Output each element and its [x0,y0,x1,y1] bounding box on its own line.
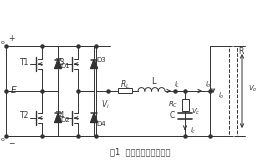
Bar [229,46,237,136]
Text: D1: D1 [60,63,70,69]
Text: +: + [8,34,15,43]
Text: R: R [238,47,244,55]
Text: o: o [0,40,4,44]
Polygon shape [91,60,97,69]
Text: $V_c$: $V_c$ [191,107,200,117]
Text: 图1  逆变器的主电路结构: 图1 逆变器的主电路结构 [110,147,170,156]
Polygon shape [91,113,97,123]
Text: C: C [170,112,175,121]
Text: −: − [8,139,15,148]
Text: T2: T2 [20,112,30,121]
Text: $V_i$: $V_i$ [101,99,109,112]
Text: E: E [11,86,17,95]
Text: T3: T3 [56,58,66,67]
Text: $i_L$: $i_L$ [174,80,180,90]
Text: $V_o$: $V_o$ [248,84,258,94]
Text: $R_C$: $R_C$ [168,100,178,110]
Text: $R_L$: $R_L$ [120,79,130,91]
Text: T1: T1 [20,58,30,67]
Text: $i_c$: $i_c$ [190,126,197,136]
Bar [118,89,132,93]
Polygon shape [55,113,61,123]
Polygon shape [55,60,61,69]
Text: o: o [0,137,4,143]
Text: T4: T4 [56,112,66,121]
Text: $i_o$: $i_o$ [205,80,211,90]
Text: L: L [151,78,156,86]
Text: D3: D3 [96,57,106,63]
Text: D4: D4 [96,121,106,127]
Text: $i_o$: $i_o$ [218,91,225,101]
Bar [181,99,188,111]
Text: D2: D2 [60,117,70,123]
